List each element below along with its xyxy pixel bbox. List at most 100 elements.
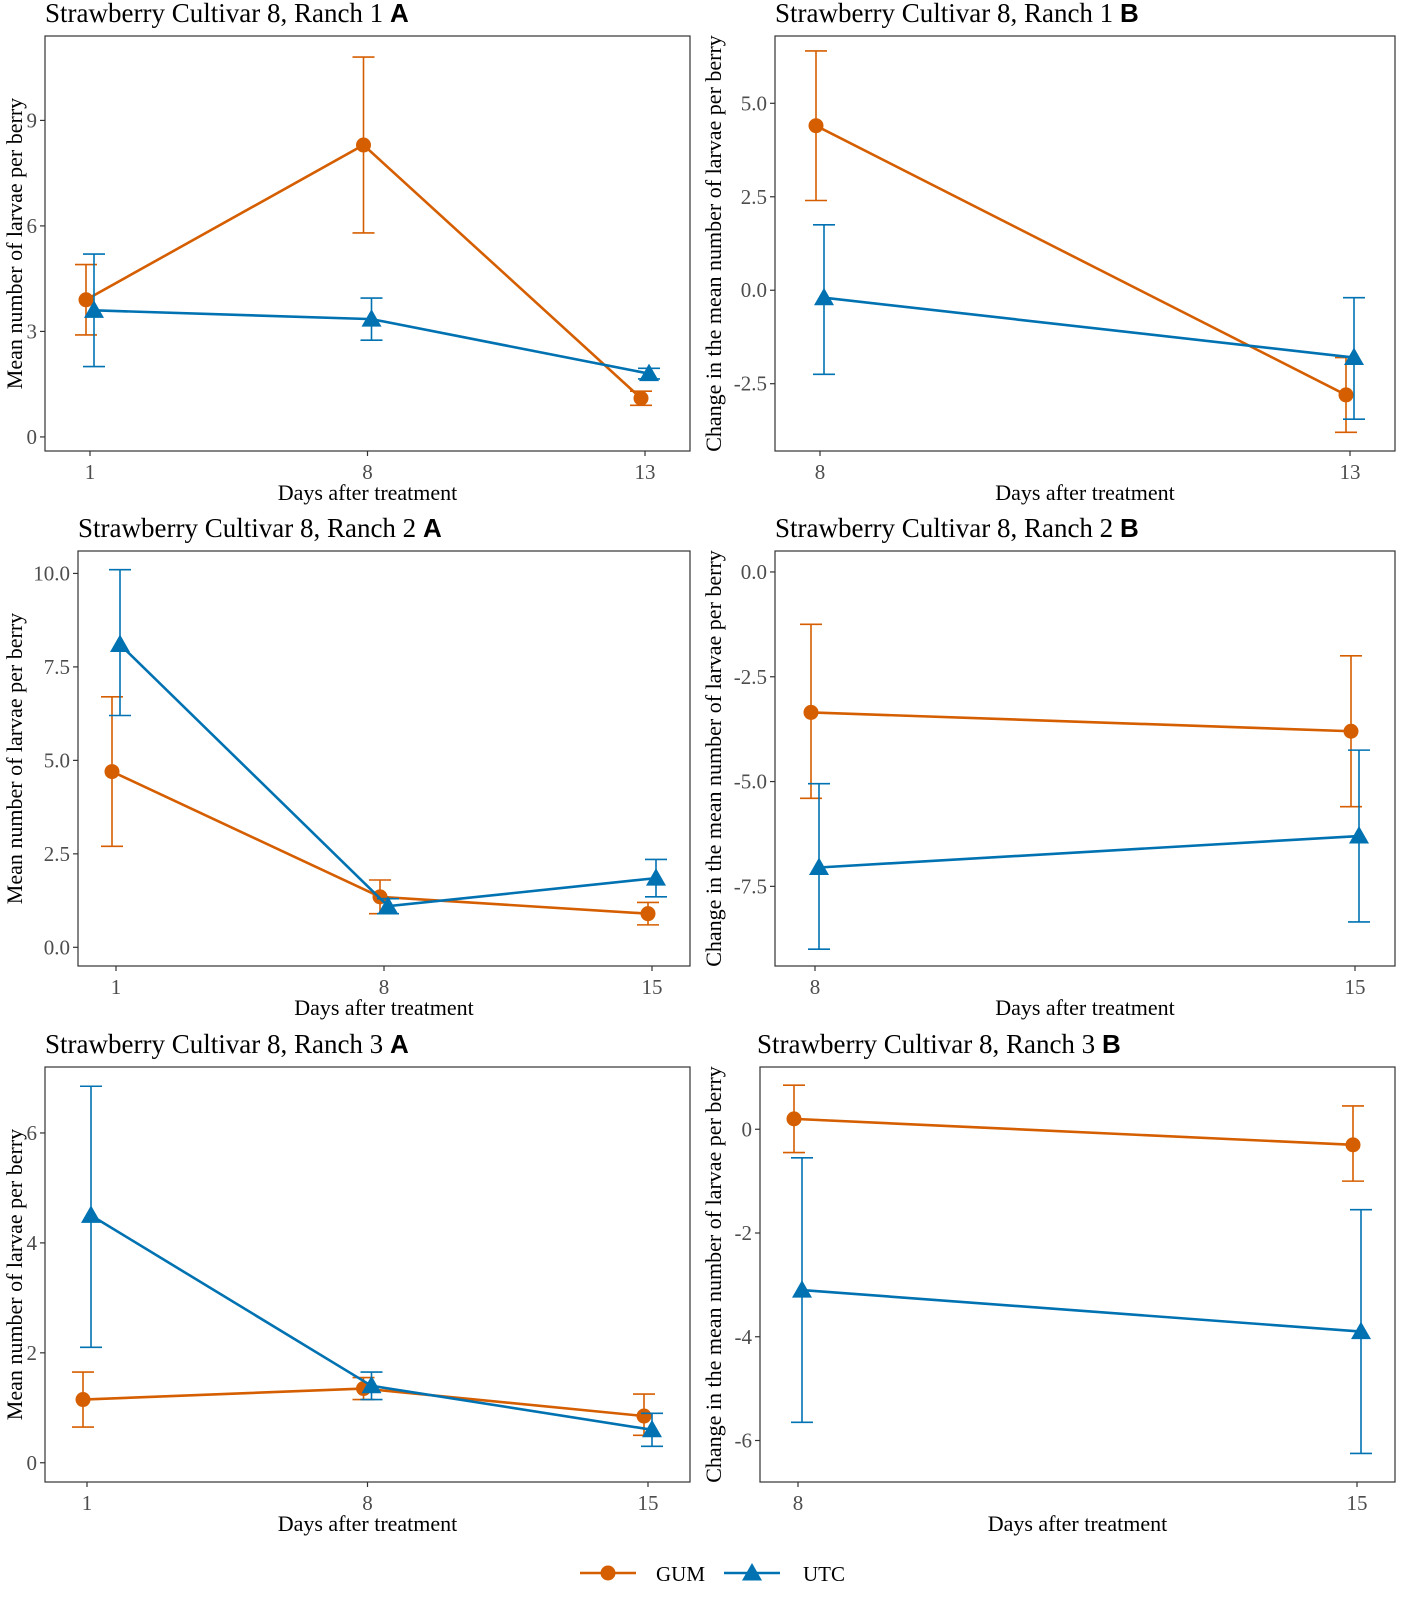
data-point [636, 1408, 652, 1424]
y-axis-title: Mean number of larvae per berry [2, 98, 27, 389]
plot-frame [759, 1066, 1396, 1483]
series-gum [800, 623, 1362, 808]
y-tick-label: 0.0 [741, 278, 767, 302]
y-tick-label: -2.5 [734, 372, 767, 396]
x-tick-label: 15 [1345, 975, 1366, 999]
data-point [786, 1111, 802, 1127]
x-axis-title: Days after treatment [988, 1511, 1168, 1536]
data-point [633, 390, 649, 406]
x-tick-label: 8 [815, 460, 826, 484]
x-tick-label: 13 [1340, 460, 1361, 484]
y-tick-label: -5.0 [734, 770, 767, 794]
panel-title: Strawberry Cultivar 8, Ranch 2 A [78, 513, 442, 543]
data-point [75, 1392, 91, 1408]
series-utc [109, 568, 667, 915]
legend: GUM UTC [580, 1562, 845, 1586]
series-utc [813, 224, 1365, 421]
legend-marker [742, 1563, 762, 1581]
series-line [815, 124, 1347, 397]
y-tick-label: -4 [735, 1325, 753, 1349]
y-tick-label: 6 [27, 1121, 38, 1145]
panel-letter: A [390, 1029, 409, 1059]
y-tick-label: 10.0 [33, 561, 70, 585]
data-point [1344, 347, 1364, 366]
plot-frame [774, 550, 1396, 967]
legend-item-gum: GUM [580, 1562, 705, 1586]
data-point [110, 634, 130, 652]
x-tick-label: 8 [379, 975, 390, 999]
y-tick-label: 4 [27, 1231, 38, 1255]
panel-title: Strawberry Cultivar 8, Ranch 1 A [45, 0, 409, 28]
series-utc [83, 253, 660, 382]
legend-label: GUM [656, 1562, 705, 1586]
y-tick-label: -2.5 [734, 665, 767, 689]
panel-letter: A [423, 513, 442, 543]
legend-label: UTC [803, 1562, 845, 1586]
x-tick-label: 1 [111, 975, 122, 999]
data-point [792, 1280, 812, 1298]
y-tick-label: 5.0 [44, 748, 70, 772]
x-tick-label: 15 [1347, 1491, 1368, 1515]
y-tick-label: 7.5 [44, 655, 70, 679]
data-point [814, 287, 834, 306]
series-utc [80, 1085, 663, 1448]
x-axis-title: Days after treatment [278, 1511, 458, 1536]
x-axis-title: Days after treatment [995, 480, 1175, 505]
data-point [104, 764, 120, 780]
series-line [801, 1288, 1362, 1333]
y-tick-label: 0.0 [741, 560, 767, 584]
series-gum [101, 696, 659, 926]
y-tick-label: 0 [27, 1451, 38, 1475]
x-axis-title: Days after treatment [278, 480, 458, 505]
y-tick-label: 6 [27, 214, 38, 238]
data-point [361, 309, 382, 327]
x-tick-label: 15 [638, 1491, 659, 1515]
plot-frame [44, 35, 691, 452]
legend-item-utc: UTC [724, 1562, 845, 1586]
series-utc [791, 1156, 1372, 1455]
x-tick-label: 15 [642, 975, 663, 999]
y-tick-label: 2 [27, 1341, 38, 1365]
data-point [1349, 826, 1369, 844]
series-line [810, 711, 1352, 733]
x-tick-label: 8 [362, 1491, 373, 1515]
panel-1: Strawberry Cultivar 8, Ranch 1 A 0 3 6 9 1 8 13… [2, 0, 691, 505]
x-axis-title: Days after treatment [995, 995, 1175, 1020]
legend-marker [600, 1565, 616, 1581]
y-axis-title: Mean number of larvae per berry [2, 1129, 27, 1420]
y-tick-label: 3 [27, 319, 38, 343]
data-point [1351, 1321, 1371, 1340]
panel-4: Strawberry Cultivar 8, Ranch 2 B -7.5 -5.0… [701, 513, 1396, 1020]
data-point [78, 292, 94, 308]
panel-letter: A [390, 0, 409, 28]
data-point [803, 704, 819, 720]
y-tick-label: 0 [742, 1117, 753, 1141]
x-tick-label: 1 [82, 1491, 93, 1515]
data-point [356, 137, 371, 153]
panel-letter: B [1120, 513, 1139, 543]
series-line [119, 643, 657, 908]
data-point [1343, 723, 1359, 739]
y-tick-label: 2.5 [44, 842, 70, 866]
y-axis-title: Change in the mean number of larvae per … [701, 35, 726, 452]
series-gum [783, 1084, 1364, 1182]
x-tick-label: 8 [362, 460, 373, 484]
y-tick-label: 0.0 [44, 935, 70, 959]
x-tick-label: 1 [85, 460, 96, 484]
y-axis-title: Mean number of larvae per berry [2, 613, 27, 904]
x-tick-label: 13 [635, 460, 656, 484]
data-point [639, 363, 659, 382]
panel-letter: B [1120, 0, 1139, 28]
panel-letter: B [1102, 1029, 1121, 1059]
y-tick-label: 0 [27, 425, 38, 449]
data-point [361, 1375, 382, 1394]
series-line [818, 834, 1360, 869]
data-point [1338, 387, 1354, 403]
data-point [809, 857, 829, 875]
y-tick-label: -7.5 [734, 874, 767, 898]
series-line [793, 1117, 1354, 1147]
panel-title: Strawberry Cultivar 8, Ranch 3 A [45, 1029, 409, 1059]
panel-title: Strawberry Cultivar 8, Ranch 3 B [757, 1029, 1121, 1059]
